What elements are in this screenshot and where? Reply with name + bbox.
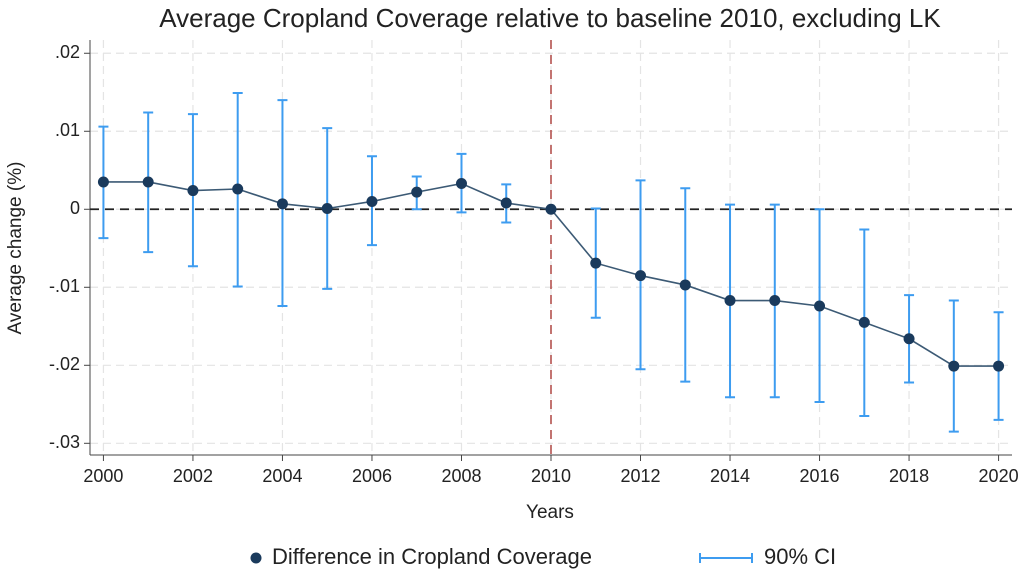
point [903,333,915,345]
point [500,197,512,209]
y-axis-label: Average change (%) [5,162,26,335]
point [232,183,244,195]
point [411,186,423,198]
x-tick-label: 2000 [83,466,123,486]
point [455,178,467,190]
point [590,257,602,269]
point [276,198,288,210]
point [366,195,378,207]
x-tick-label: 2004 [262,466,302,486]
point [142,176,154,188]
point [858,316,870,328]
legend-label: Difference in Cropland Coverage [272,544,592,569]
point [545,203,557,215]
legend-marker [699,553,753,563]
y-tick-label: -.01 [49,276,80,296]
y-tick-label: .02 [55,42,80,62]
point [635,270,647,282]
point [679,279,691,291]
point [948,360,960,372]
chart-title: Average Cropland Coverage relative to ba… [159,3,941,33]
x-tick-label: 2008 [441,466,481,486]
legend-marker [250,552,262,564]
point [187,185,199,197]
x-tick-label: 2010 [531,466,571,486]
point [321,202,333,214]
y-tick-label: -.02 [49,354,80,374]
y-tick-label: -.03 [49,432,80,452]
x-tick-label: 2016 [800,466,840,486]
y-tick-label: .01 [55,120,80,140]
x-tick-label: 2014 [710,466,750,486]
x-tick-label: 2020 [979,466,1019,486]
x-tick-label: 2012 [620,466,660,486]
point [993,360,1005,372]
x-tick-label: 2006 [352,466,392,486]
y-tick-label: 0 [70,198,80,218]
point [97,176,109,188]
point [769,295,781,307]
x-axis-label: Years [526,502,574,523]
point [724,295,736,307]
x-tick-label: 2002 [173,466,213,486]
legend-label: 90% CI [764,544,836,569]
x-tick-label: 2018 [889,466,929,486]
point [814,300,826,312]
